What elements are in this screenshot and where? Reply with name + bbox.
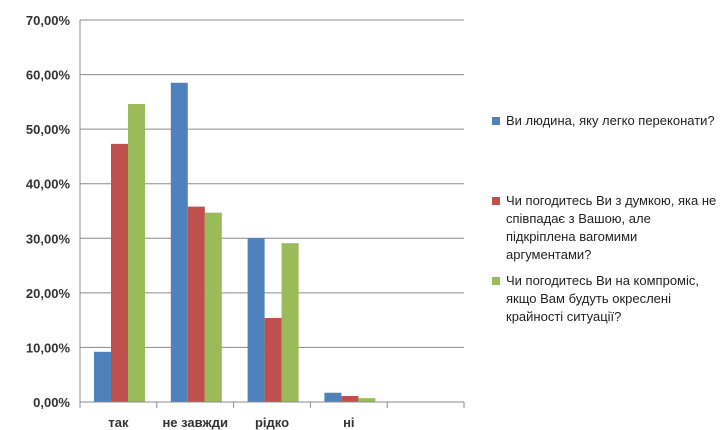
y-tick-label: 50,00% [26,122,71,137]
x-category-label: ні [343,415,354,430]
y-tick-label: 40,00% [26,177,71,192]
legend-item-series-2: Чи погодитесь Ви з думкою, яка не співпа… [492,192,722,264]
legend-label-series-3: Чи погодитесь Ви на компроміс, якщо Вам … [506,273,699,324]
legend-swatch-series-3 [492,277,500,285]
bar-series-1-4 [324,392,342,402]
x-category-label: рідко [255,415,289,430]
bar-series-1-3 [247,238,265,402]
y-tick-label: 60,00% [26,68,71,83]
y-tick-label: 10,00% [26,340,71,355]
bar-series-3-1 [128,104,145,402]
bar-series-3-3 [281,243,299,402]
bars [94,82,376,402]
legend-swatch-series-1 [492,117,500,125]
bar-series-3-4 [358,398,376,402]
bar-series-1-1 [94,351,111,402]
y-axis-tick-labels: 0,00% 10,00% 20,00% 30,00% 40,00% 50,00% 60,00… [26,13,71,410]
y-tick-label: 0,00% [33,395,70,410]
bar-series-2-3 [264,317,282,402]
y-tick-label: 70,00% [26,13,71,28]
y-tick-label: 20,00% [26,286,71,301]
axes [79,20,465,408]
bar-series-2-1 [111,143,128,402]
legend-label-series-2: Чи погодитесь Ви з думкою, яка не співпа… [506,193,717,262]
x-category-label: не завжди [162,415,228,430]
bar-series-1-2 [170,82,188,402]
legend-label-series-1: Ви людина, яку легко переконати? [506,113,715,128]
legend-item-series-1: Ви людина, яку легко переконати? [492,112,722,130]
category-labels: так не завжди рідко ні [108,415,354,430]
bar-series-3-2 [204,212,222,402]
bar-series-2-4 [341,395,359,402]
legend-swatch-series-2 [492,197,500,205]
y-tick-label: 30,00% [26,231,71,246]
x-category-label: так [108,415,129,430]
bar-series-2-2 [187,206,205,402]
legend-item-series-3: Чи погодитесь Ви на компроміс, якщо Вам … [492,272,722,326]
